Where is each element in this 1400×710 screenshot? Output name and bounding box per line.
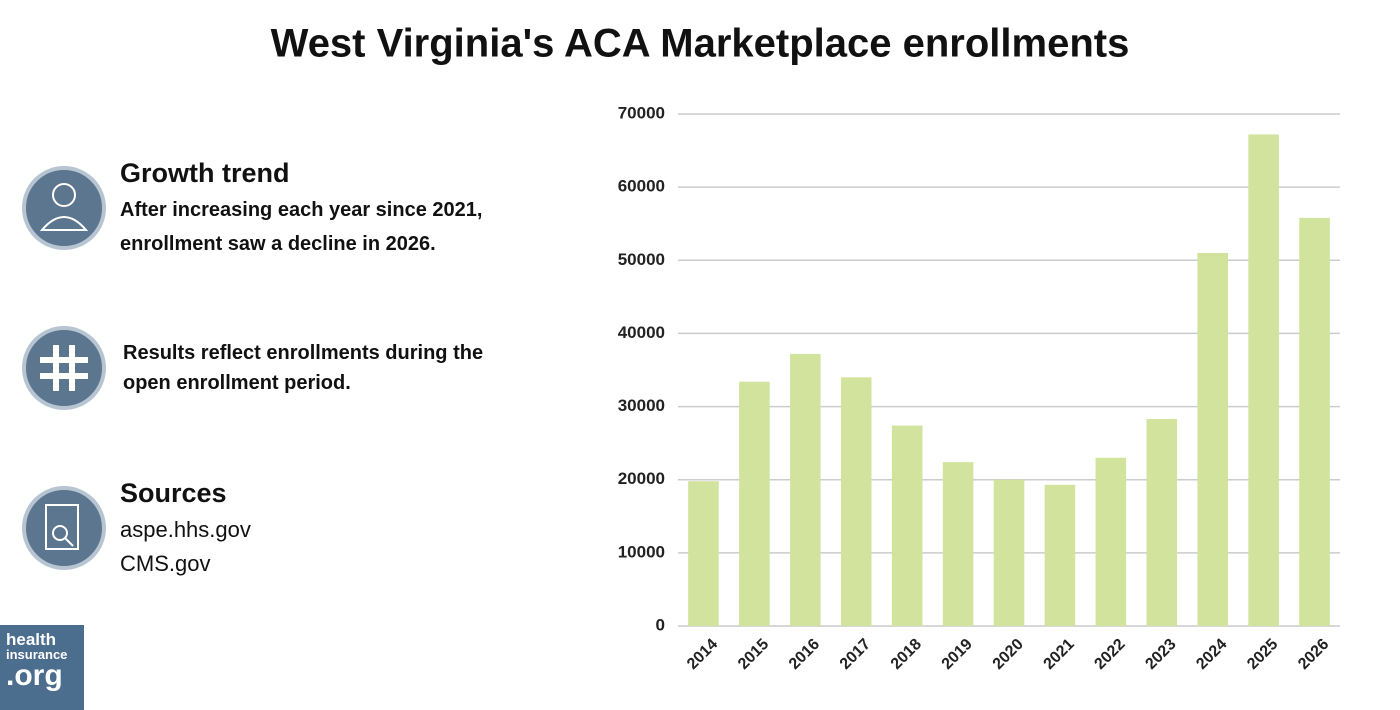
text: Results reflect enrollments during the xyxy=(123,342,484,364)
text: enrollment saw a decline in 2026. xyxy=(120,233,436,255)
y-tick-label: 0 xyxy=(656,615,665,634)
x-tick-label: 2023 xyxy=(1142,636,1179,673)
heading: Growth trend xyxy=(120,158,290,188)
icon-document xyxy=(22,486,106,570)
bar xyxy=(942,462,974,626)
y-tick-label: 40000 xyxy=(618,323,665,342)
logo-text: .org xyxy=(6,659,63,692)
chart-title: West Virginia's ACA Marketplace enrollme… xyxy=(271,22,1130,66)
text: After increasing each year since 2021, xyxy=(120,199,483,221)
bar xyxy=(891,425,923,626)
bar xyxy=(1044,484,1076,626)
bar xyxy=(1095,457,1127,626)
text: open enrollment period. xyxy=(123,372,351,394)
icon-people xyxy=(22,166,106,250)
heading: Sources xyxy=(120,478,227,508)
x-tick-label: 2021 xyxy=(1041,636,1078,673)
bar xyxy=(739,381,770,626)
logo-text: health xyxy=(6,630,57,649)
text: aspe.hhs.gov xyxy=(120,517,251,542)
x-tick-label: 2015 xyxy=(735,636,772,673)
bar xyxy=(1146,419,1178,626)
bar xyxy=(1248,134,1279,627)
logo-text: insurance xyxy=(6,647,68,662)
y-tick-label: 60000 xyxy=(618,177,665,196)
x-tick-label: 2024 xyxy=(1193,636,1230,673)
x-tick-label: 2020 xyxy=(990,636,1027,673)
panel-item: Sources aspe.hhs.gov CMS.gov xyxy=(120,478,251,581)
panel-item: Growth trend After increasing each year … xyxy=(120,158,482,261)
y-tick-label: 20000 xyxy=(618,469,665,488)
y-tick-label: 30000 xyxy=(618,396,665,415)
y-tick-label: 10000 xyxy=(618,542,665,561)
bar xyxy=(993,479,1025,626)
bar xyxy=(840,377,872,626)
y-tick-label: 50000 xyxy=(618,250,665,269)
x-tick-label: 2025 xyxy=(1244,636,1281,673)
x-tick-label: 2016 xyxy=(786,636,823,673)
x-tick-label: 2022 xyxy=(1091,636,1128,673)
bar xyxy=(790,353,821,626)
bar xyxy=(688,481,719,626)
bar xyxy=(1299,217,1330,626)
x-tick-label: 2018 xyxy=(888,636,925,673)
x-tick-label: 2026 xyxy=(1295,636,1332,673)
y-tick-label: 70000 xyxy=(618,103,665,122)
x-tick-label: 2017 xyxy=(837,636,874,673)
x-tick-label: 2019 xyxy=(939,636,976,673)
panel-item: Results reflect enrollments during the o… xyxy=(123,338,483,398)
bar xyxy=(1197,252,1228,626)
text: CMS.gov xyxy=(120,551,211,576)
x-tick-label: 2014 xyxy=(684,636,721,673)
logo: health insurance .org xyxy=(0,625,84,710)
icon-hashtag xyxy=(22,326,106,410)
